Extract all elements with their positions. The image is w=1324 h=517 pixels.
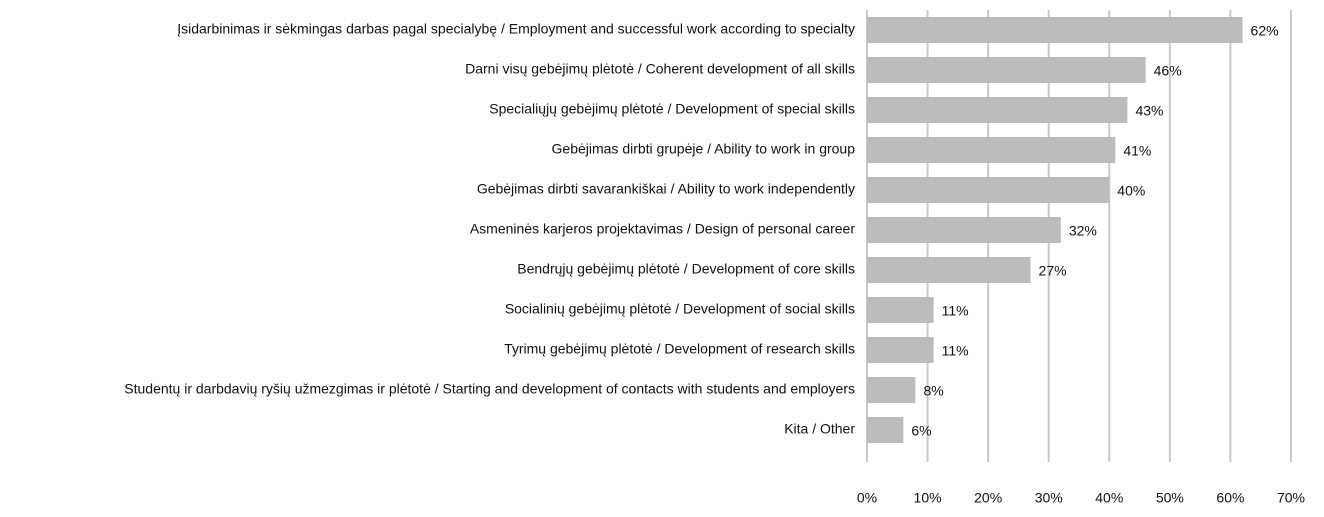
category-label: Tyrimų gebėjimų plėtotė / Development of… — [504, 341, 855, 357]
value-label: 32% — [1069, 223, 1097, 239]
category-label: Darni visų gebėjimų plėtotė / Coherent d… — [465, 61, 855, 77]
x-tick-label: 20% — [974, 490, 1002, 506]
x-tick-label: 10% — [914, 490, 942, 506]
value-label: 11% — [942, 303, 969, 319]
x-tick-label: 60% — [1216, 490, 1244, 506]
x-tick-label: 50% — [1156, 490, 1184, 506]
category-label: Asmeninės karjeros projektavimas / Desig… — [470, 221, 856, 237]
category-label: Kita / Other — [784, 421, 855, 437]
bar — [867, 97, 1128, 123]
category-label: Socialinių gebėjimų plėtotė / Developmen… — [505, 301, 855, 317]
bar — [867, 217, 1061, 243]
x-tick-label: 70% — [1277, 490, 1305, 506]
value-label: 11% — [942, 343, 969, 359]
value-label: 46% — [1154, 63, 1182, 79]
value-label: 27% — [1039, 263, 1067, 279]
value-label: 43% — [1135, 103, 1163, 119]
x-tick-label: 30% — [1035, 490, 1063, 506]
bar — [867, 57, 1146, 83]
category-label: Studentų ir darbdavių ryšių užmezgimas i… — [124, 381, 855, 397]
value-label: 40% — [1117, 183, 1145, 199]
bar — [867, 297, 934, 323]
category-label: Specialiųjų gebėjimų plėtotė / Developme… — [489, 101, 855, 117]
bar — [867, 257, 1031, 283]
x-tick-label: 40% — [1095, 490, 1123, 506]
value-label: 8% — [923, 383, 943, 399]
bar — [867, 337, 934, 363]
value-label: 62% — [1251, 23, 1279, 39]
category-label: Gebėjimas dirbti savarankiškai / Ability… — [477, 181, 855, 197]
value-label: 41% — [1123, 143, 1151, 159]
bar — [867, 137, 1116, 163]
bar — [867, 177, 1110, 203]
bar — [867, 377, 916, 403]
bar — [867, 17, 1243, 43]
category-label: Gebėjimas dirbti grupėje / Ability to wo… — [552, 141, 856, 157]
category-label: Įsidarbinimas ir sėkmingas darbas pagal … — [177, 21, 855, 37]
value-label: 6% — [911, 423, 931, 439]
bar — [867, 417, 904, 443]
category-label: Bendrųjų gebėjimų plėtotė / Development … — [517, 261, 855, 277]
x-tick-label: 0% — [857, 490, 877, 506]
